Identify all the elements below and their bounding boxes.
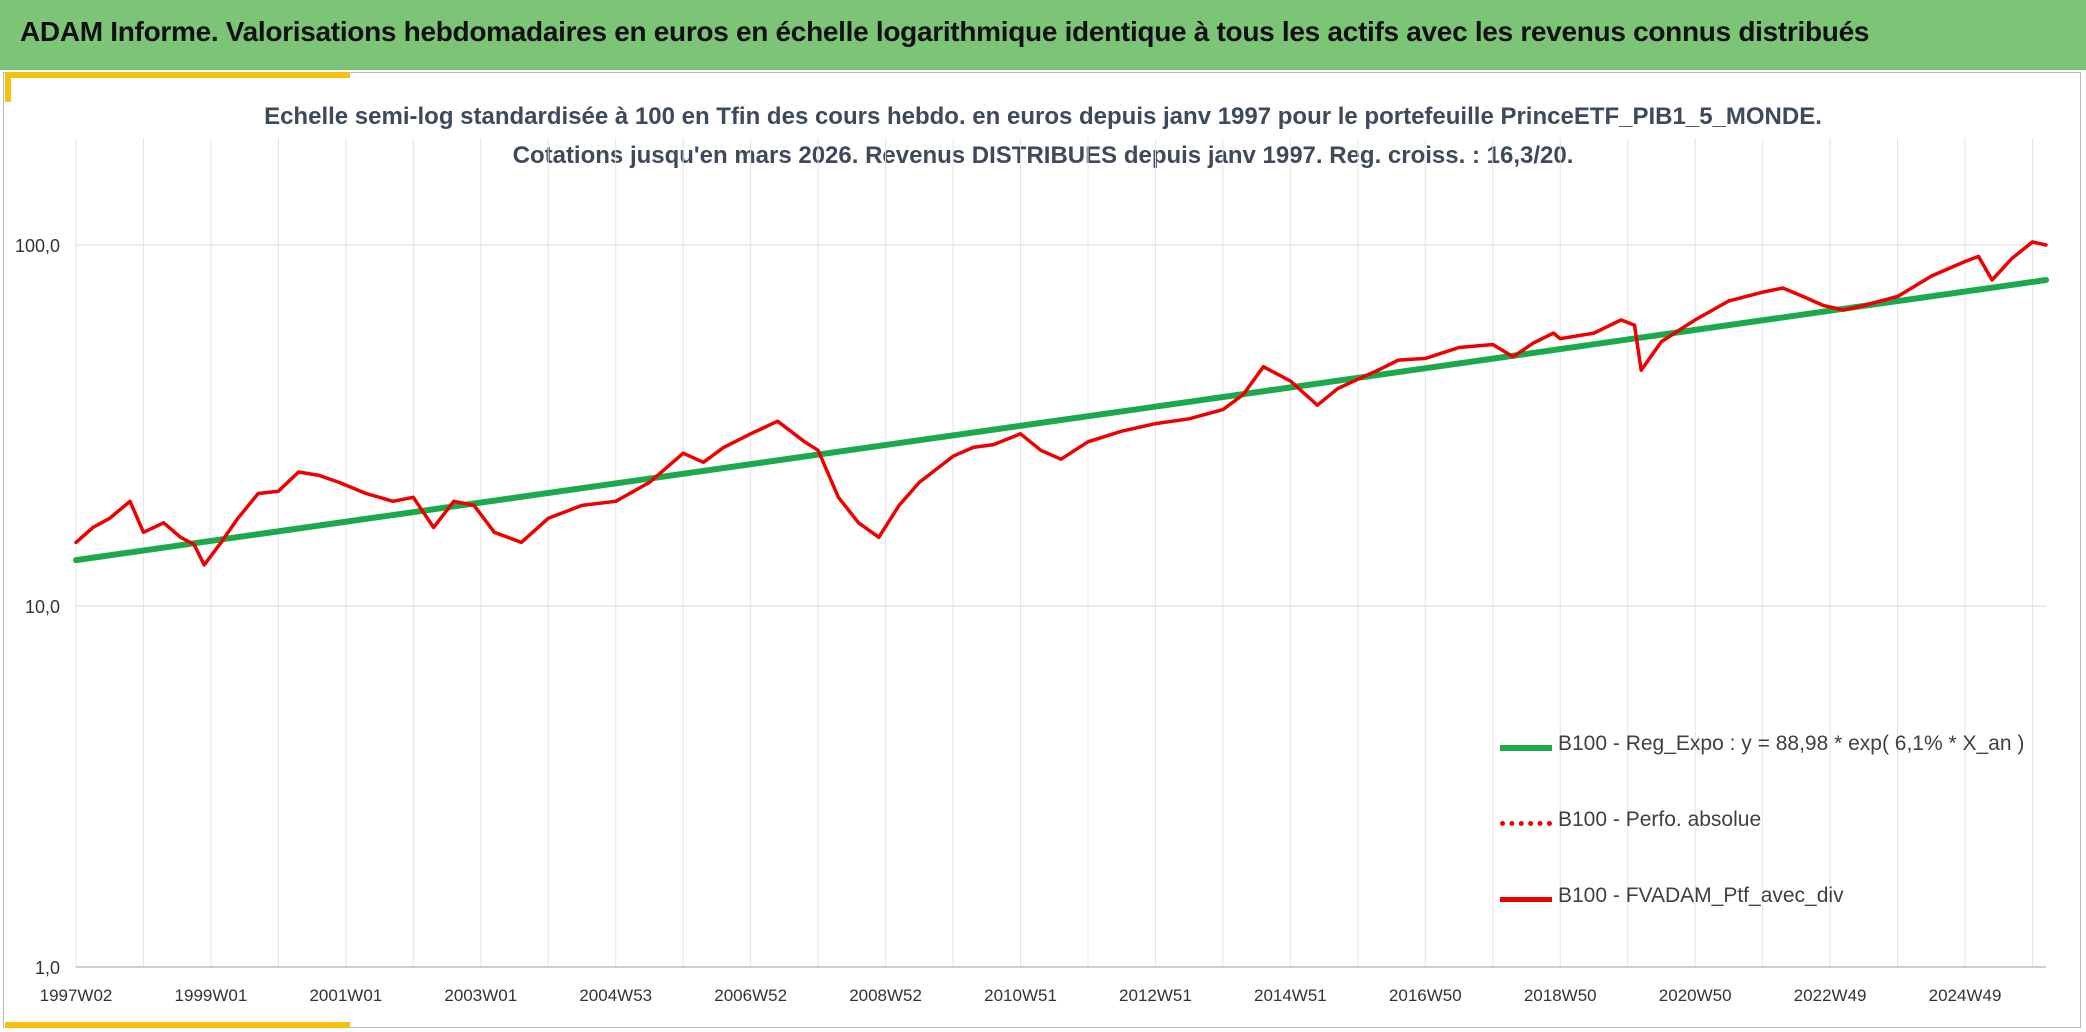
chart-title: Echelle semi-log standardisée à 100 en T… <box>264 103 1822 130</box>
y-tick-label: 1,0 <box>35 958 60 978</box>
legend-item: B100 - FVADAM_Ptf_avec_div <box>1500 884 2060 960</box>
x-tick-label: 2003W01 <box>444 986 517 1005</box>
x-tick-label: 1999W01 <box>175 986 248 1005</box>
x-tick-label: 2022W49 <box>1794 986 1867 1005</box>
x-tick-label: 2024W49 <box>1929 986 2002 1005</box>
chart-frame <box>3 72 2081 1028</box>
legend-label: B100 - Reg_Expo : y = 88,98 * exp( 6,1% … <box>1558 732 2025 755</box>
x-tick-label: 1997W02 <box>40 986 113 1005</box>
accent-bar-bottom <box>5 1022 350 1028</box>
chart-legend: B100 - Reg_Expo : y = 88,98 * exp( 6,1% … <box>1500 732 2060 960</box>
legend-label: B100 - FVADAM_Ptf_avec_div <box>1558 884 1844 907</box>
legend-item: B100 - Reg_Expo : y = 88,98 * exp( 6,1% … <box>1500 732 2060 808</box>
legend-swatch <box>1500 745 1552 751</box>
legend-label: B100 - Perfo. absolue <box>1558 808 1762 831</box>
accent-bar-top <box>5 72 350 78</box>
x-tick-label: 2006W52 <box>714 986 787 1005</box>
y-tick-label: 100,0 <box>15 236 60 256</box>
header-banner: ADAM Informe. Valorisations hebdomadaire… <box>0 0 2086 70</box>
y-tick-label: 10,0 <box>25 597 60 617</box>
x-tick-label: 2008W52 <box>849 986 922 1005</box>
x-axis: 1997W02 1999W01 2001W01 2003W01 2004W53 2006W… <box>40 986 2002 1005</box>
chart-series <box>73 240 2049 567</box>
series-line-3 <box>74 240 2048 567</box>
x-tick-label: 2014W51 <box>1254 986 1327 1005</box>
x-tick-label: 2016W50 <box>1389 986 1462 1005</box>
chart-grid <box>75 138 2046 968</box>
legend-swatch <box>1500 897 1552 902</box>
x-tick-label: 2012W51 <box>1119 986 1192 1005</box>
x-tick-label: 2001W01 <box>309 986 382 1005</box>
x-tick-label: 2010W51 <box>984 986 1057 1005</box>
legend-swatch <box>1500 821 1552 826</box>
chart-subtitle: Cotations jusqu'en mars 2026. Revenus DI… <box>512 142 1574 169</box>
banner-title: ADAM Informe. Valorisations hebdomadaire… <box>20 16 1870 47</box>
x-tick-label: 2018W50 <box>1524 986 1597 1005</box>
legend-item: B100 - Perfo. absolue <box>1500 808 2060 884</box>
accent-bar-left <box>5 72 11 102</box>
x-tick-label: 2004W53 <box>579 986 652 1005</box>
series-line-1 <box>73 277 2049 564</box>
x-tick-label: 2020W50 <box>1659 986 1732 1005</box>
y-axis: 1,0 10,0 100,0 <box>15 236 60 978</box>
